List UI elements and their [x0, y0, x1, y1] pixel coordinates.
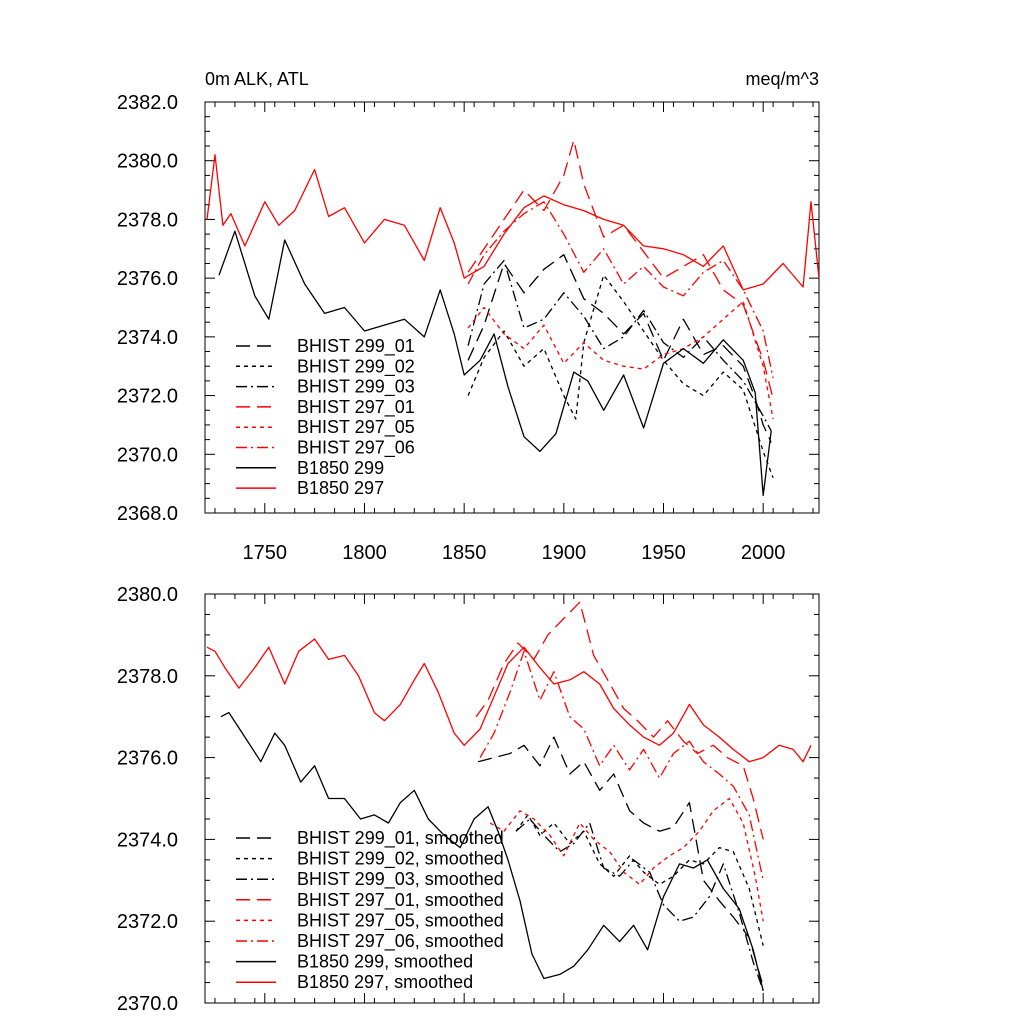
top-panel: 0m ALK, ATL meq/m^3 1750 1800 1850 1900 1950…: [117, 69, 820, 564]
top-panel-units: meq/m^3: [746, 69, 819, 89]
legend-label: BHIST 297_06: [297, 438, 415, 459]
series-line: [467, 201, 774, 379]
series-line: [467, 139, 774, 399]
legend-label: BHIST 297_05: [297, 417, 415, 438]
y-tick-label: 2370.0: [117, 444, 178, 466]
x-tick-label: 1850: [442, 542, 487, 564]
series-line: [467, 254, 772, 443]
legend-label: B1850 299: [297, 458, 384, 478]
legend-label: BHIST 297_01, smoothed: [297, 890, 504, 911]
legend-label: B1850 297: [297, 478, 384, 498]
series-group: [206, 601, 812, 991]
series-line: [467, 274, 774, 479]
y-tick-label: 2372.0: [117, 386, 178, 408]
legend-label: BHIST 297_06, smoothed: [297, 931, 504, 952]
top-panel-title: 0m ALK, ATL: [205, 69, 309, 89]
y-tick-label: 2376.0: [117, 748, 178, 770]
legend-label: BHIST 299_03: [297, 377, 415, 398]
y-tick-label: 2380.0: [117, 151, 178, 173]
legend-label: BHIST 297_05, smoothed: [297, 910, 504, 931]
series-line: [220, 711, 764, 991]
y-tick-label: 2378.0: [117, 209, 178, 231]
series-line: [467, 259, 772, 432]
x-tick-label: 1750: [243, 542, 288, 564]
legend-label: BHIST 299_02, smoothed: [297, 849, 504, 870]
legend-label: B1850 297, smoothed: [297, 972, 473, 992]
y-tick-label: 2380.0: [117, 584, 178, 606]
x-tick-label: 1900: [542, 542, 587, 564]
series-line: [218, 230, 772, 497]
x-tick-label: 1800: [342, 542, 387, 564]
series-line: [206, 154, 819, 291]
y-tick-label: 2370.0: [117, 993, 178, 1015]
series-line: [489, 797, 764, 922]
series-line: [475, 601, 764, 840]
legend-label: BHIST 299_02: [297, 356, 415, 377]
legend-label: B1850 299, smoothed: [297, 952, 473, 972]
series-line: [206, 638, 812, 763]
legend-label: BHIST 299_01: [297, 336, 415, 357]
series-line: [515, 818, 764, 991]
y-tick-label: 2378.0: [117, 666, 178, 688]
legend-label: BHIST 297_01: [297, 397, 415, 418]
x-tick-label: 1950: [641, 542, 686, 564]
series-line: [515, 814, 764, 946]
y-tick-label: 2382.0: [117, 92, 178, 114]
y-tick-label: 2374.0: [117, 829, 178, 851]
series-line: [479, 650, 764, 881]
y-tick-label: 2374.0: [117, 327, 178, 349]
y-tick-label: 2376.0: [117, 268, 178, 290]
legend-label: BHIST 299_03, smoothed: [297, 869, 504, 890]
y-tick-label: 2372.0: [117, 911, 178, 933]
series-line: [467, 300, 774, 420]
bottom-panel: 2370.0 2372.0 2374.0 2376.0 2378.0 2380.0 BHIS…: [117, 584, 820, 1015]
x-tick-label: 2000: [741, 542, 786, 564]
series-group: [206, 139, 819, 497]
y-tick-label: 2368.0: [117, 503, 178, 525]
legend-label: BHIST 299_01, smoothed: [297, 828, 504, 849]
series-line: [477, 736, 764, 987]
